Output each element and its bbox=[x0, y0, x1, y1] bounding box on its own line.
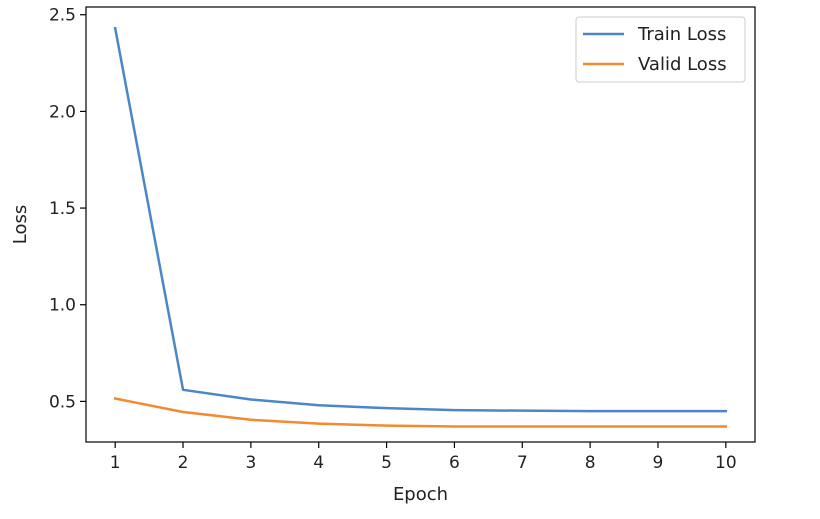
y-tick-label: 0.5 bbox=[49, 392, 76, 412]
axes: 1 2 3 4 5 6 7 8 9 10 0.5 1.0 1.5 2.0 2.5 bbox=[49, 6, 756, 473]
series-line-2 bbox=[113, 397, 728, 428]
x-axis-label: Epoch bbox=[393, 484, 448, 505]
y-tick-label: 2.0 bbox=[49, 102, 76, 122]
x-tick-label: 5 bbox=[381, 453, 392, 473]
y-tick-label: 1.0 bbox=[49, 296, 76, 316]
legend-label-2: Valid Loss bbox=[638, 54, 727, 75]
x-tick-label: 3 bbox=[245, 453, 256, 473]
x-tick-label: 6 bbox=[449, 453, 460, 473]
x-tick-label: 7 bbox=[517, 453, 528, 473]
x-tick-label: 1 bbox=[110, 453, 121, 473]
y-axis-label: Loss bbox=[10, 205, 31, 244]
y-tick-label: 1.5 bbox=[49, 199, 76, 219]
series-line-1 bbox=[113, 26, 728, 413]
x-tick-label: 10 bbox=[715, 453, 737, 473]
legend: Train Loss Valid Loss bbox=[575, 16, 746, 83]
y-tick-label: 2.5 bbox=[49, 6, 76, 26]
x-tick-label: 2 bbox=[178, 453, 189, 473]
x-tick-label: 8 bbox=[585, 453, 596, 473]
x-tick-label: 4 bbox=[313, 453, 324, 473]
x-tick-label: 9 bbox=[653, 453, 664, 473]
plot-area bbox=[113, 26, 728, 428]
axes-frame bbox=[85, 6, 756, 443]
legend-label-1: Train Loss bbox=[637, 24, 726, 45]
